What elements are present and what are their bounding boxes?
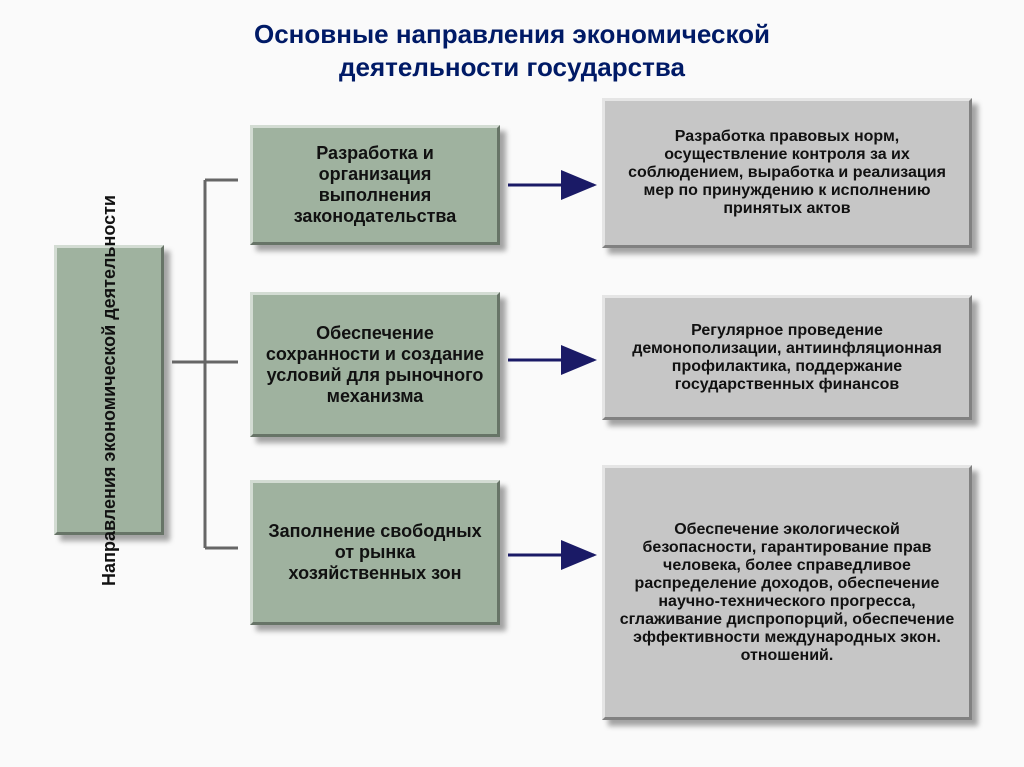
right-node-1: Разработка правовых норм, осуществление … — [602, 98, 972, 248]
mid-label-1: Разработка и организация выполнения зако… — [265, 143, 485, 227]
mid-node-3: Заполнение свободных от рынка хозяйствен… — [250, 480, 500, 625]
bracket-connector — [172, 180, 238, 548]
right-node-3: Обеспечение экологической безопасности, … — [602, 465, 972, 720]
arrows-group — [508, 185, 594, 555]
mid-label-2: Обеспечение сохранности и создание услов… — [265, 323, 485, 407]
root-label: Направления экономической деятельности — [99, 195, 120, 586]
title-line-2: деятельности государства — [0, 51, 1024, 84]
title-line-1: Основные направления экономической — [0, 18, 1024, 51]
diagram-title: Основные направления экономической деяте… — [0, 0, 1024, 83]
mid-node-1: Разработка и организация выполнения зако… — [250, 125, 500, 245]
mid-label-3: Заполнение свободных от рынка хозяйствен… — [265, 521, 485, 584]
right-label-3: Обеспечение экологической безопасности, … — [617, 521, 957, 665]
mid-node-2: Обеспечение сохранности и создание услов… — [250, 292, 500, 437]
right-node-2: Регулярное проведение демонополизации, а… — [602, 295, 972, 420]
root-node: Направления экономической деятельности — [54, 245, 164, 535]
right-label-2: Регулярное проведение демонополизации, а… — [617, 322, 957, 394]
right-label-1: Разработка правовых норм, осуществление … — [617, 128, 957, 218]
